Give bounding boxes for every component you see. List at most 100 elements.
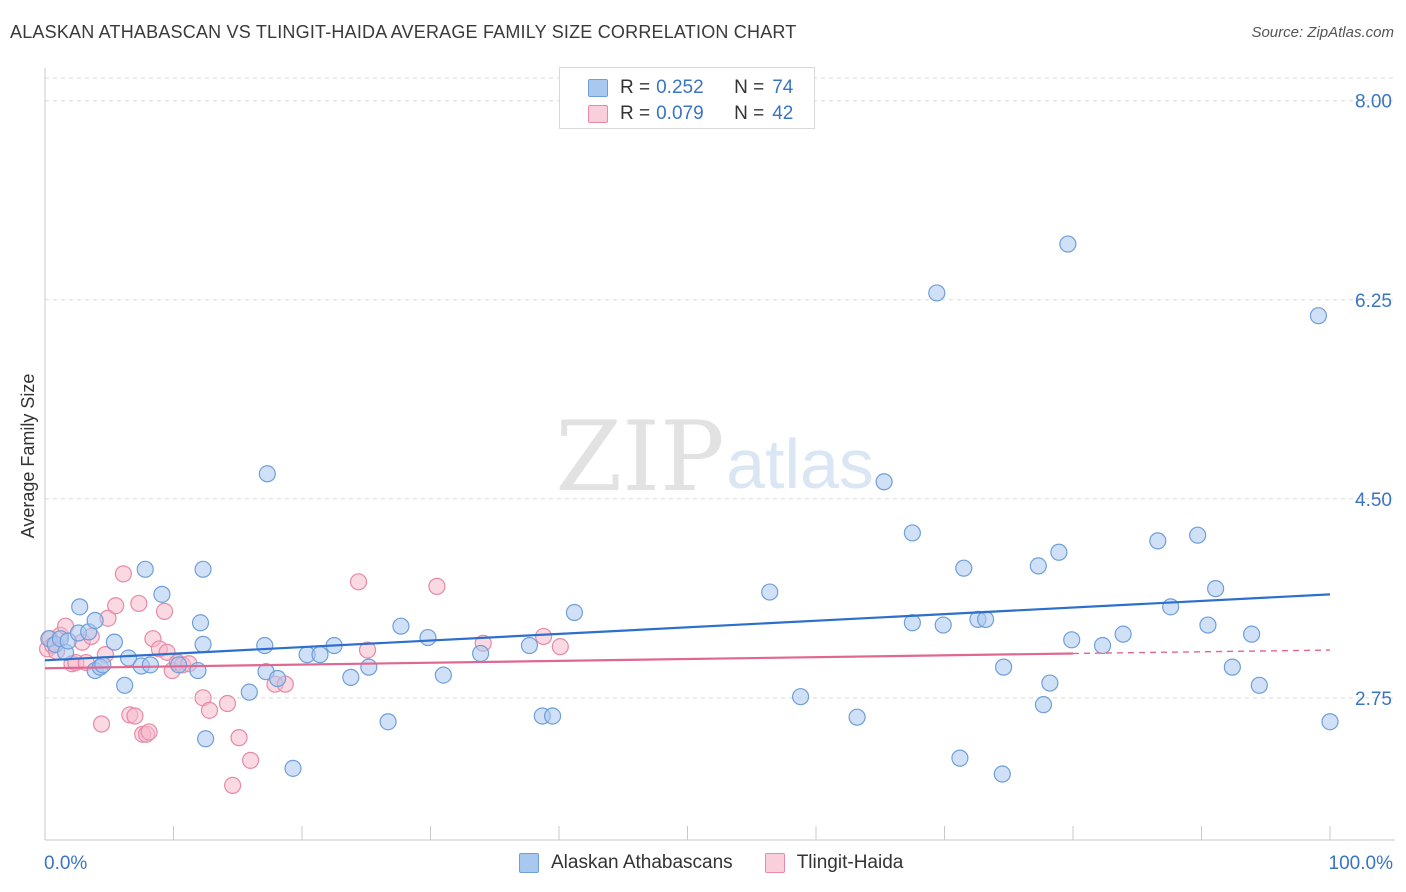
watermark-zip: ZIP bbox=[555, 401, 724, 513]
athabascan-point bbox=[105, 633, 123, 651]
tlingit-haida-point bbox=[155, 602, 174, 621]
tlingit-haida-point bbox=[107, 597, 125, 615]
series-legend-tlingit: Tlingit-Haida bbox=[764, 852, 904, 874]
athabascan-trend-line bbox=[44, 593, 1331, 662]
legend-n-label: N = bbox=[734, 103, 765, 124]
grid-lines bbox=[45, 77, 1395, 699]
alaskan-athabascan-points bbox=[40, 235, 1339, 783]
y-axis-title: Average Family Size bbox=[18, 374, 38, 539]
athabascan-point bbox=[1321, 713, 1339, 731]
athabascan-point bbox=[240, 683, 258, 701]
watermark-atlas: atlas bbox=[726, 425, 874, 503]
athabascan-point bbox=[1029, 557, 1047, 575]
legend-swatch-blue bbox=[588, 79, 608, 97]
tlingit-haida-point bbox=[218, 694, 237, 713]
series-legend: Alaskan Athabascans Tlingit-Haida bbox=[519, 852, 935, 874]
legend-n-value: 42 bbox=[772, 103, 794, 124]
legend-r-label: R = bbox=[620, 103, 651, 124]
tlingit-haida-point bbox=[126, 707, 144, 725]
athabascan-point bbox=[191, 614, 210, 632]
athabascan-point bbox=[141, 656, 159, 674]
series-swatch-blue bbox=[519, 853, 539, 873]
athabascan-point bbox=[934, 616, 952, 634]
athabascan-point bbox=[472, 644, 490, 663]
tlingit-haida-point bbox=[200, 701, 219, 719]
athabascan-point bbox=[268, 669, 287, 688]
athabascan-point bbox=[311, 646, 329, 664]
tlingit-haida-point bbox=[551, 638, 569, 656]
athabascan-point bbox=[342, 668, 360, 686]
athabascan-point bbox=[170, 656, 188, 674]
athabascan-point bbox=[761, 583, 779, 601]
athabascan-point bbox=[434, 666, 452, 684]
legend-r-value: 0.079 bbox=[656, 103, 704, 124]
athabascan-point bbox=[848, 708, 866, 726]
legend-swatch-pink bbox=[588, 105, 608, 123]
athabascan-point bbox=[153, 585, 171, 603]
tlingit-haida-point bbox=[534, 627, 553, 646]
athabascan-point bbox=[379, 713, 397, 731]
athabascan-point bbox=[194, 635, 212, 653]
athabascan-point bbox=[875, 473, 893, 491]
athabascan-point bbox=[520, 636, 539, 655]
y-tick-label: 8.00 bbox=[1355, 92, 1392, 113]
athabascan-point bbox=[928, 284, 946, 302]
athabascan-point bbox=[197, 730, 215, 748]
series-swatch-pink bbox=[764, 853, 785, 873]
athabascan-point bbox=[993, 765, 1011, 783]
series-legend-athabascan: Alaskan Athabascans bbox=[519, 852, 733, 874]
athabascan-point bbox=[116, 676, 134, 694]
series-label-athabascan: Alaskan Athabascans bbox=[551, 852, 733, 873]
athabascan-point bbox=[419, 628, 437, 647]
athabascan-point bbox=[1309, 307, 1328, 325]
athabascan-point bbox=[360, 658, 378, 676]
y-tick-label: 2.75 bbox=[1355, 689, 1392, 710]
athabascan-point bbox=[1199, 616, 1217, 634]
athabascan-point bbox=[392, 617, 410, 635]
athabascan-point bbox=[977, 610, 995, 628]
y-tick-label: 6.25 bbox=[1355, 291, 1392, 312]
legend-n-label: N = bbox=[734, 77, 765, 98]
athabascan-point bbox=[565, 603, 584, 622]
athabascan-point bbox=[1050, 543, 1068, 561]
series-label-tlingit: Tlingit-Haida bbox=[796, 852, 904, 873]
athabascan-point bbox=[1207, 580, 1225, 598]
athabascan-point bbox=[1149, 532, 1167, 550]
tlingit-haida-point bbox=[428, 577, 446, 595]
tlingit-trend-line bbox=[44, 652, 1074, 670]
axes bbox=[44, 68, 1395, 841]
athabascan-point bbox=[1189, 526, 1207, 544]
tlingit-haida-point bbox=[92, 715, 111, 733]
legend-r-label: R = bbox=[620, 77, 651, 98]
tlingit-haida-point bbox=[358, 641, 377, 659]
athabascan-point bbox=[1034, 696, 1053, 714]
athabascan-point bbox=[1093, 636, 1112, 655]
tlingit-haida-point bbox=[230, 729, 248, 747]
athabascan-point bbox=[951, 749, 969, 767]
athabascan-point bbox=[1041, 674, 1059, 692]
athabascan-point bbox=[1063, 631, 1081, 649]
legend-n-value: 74 bbox=[772, 77, 794, 98]
tlingit-haida-point bbox=[130, 594, 148, 613]
tlingit-trend-extension bbox=[1072, 649, 1331, 655]
athabascan-point bbox=[71, 598, 89, 616]
legend-r-value: 0.252 bbox=[656, 77, 704, 98]
tlingit-haida-point bbox=[158, 643, 176, 661]
x-tick-label-min: 0.0% bbox=[44, 853, 87, 874]
tlingit-haida-point bbox=[242, 751, 260, 769]
athabascan-point bbox=[94, 656, 112, 674]
x-tick-label-max: 100.0% bbox=[1329, 853, 1394, 874]
athabascan-point bbox=[194, 560, 212, 578]
athabascan-point bbox=[903, 614, 921, 632]
legend-row-tlingit: R = 0.079 N = 42 bbox=[560, 100, 793, 128]
y-tick-label: 4.50 bbox=[1355, 490, 1392, 511]
athabascan-point bbox=[1223, 658, 1241, 676]
athabascan-point bbox=[258, 465, 276, 483]
correlation-legend: R = 0.252 N = 74 R = 0.079 N = 42 bbox=[559, 67, 815, 129]
athabascan-point bbox=[1243, 625, 1261, 643]
athabascan-point bbox=[256, 636, 274, 655]
athabascan-point bbox=[1114, 625, 1132, 643]
source-label: Source: ZipAtlas.com bbox=[1251, 24, 1394, 41]
athabascan-point bbox=[1059, 235, 1077, 253]
